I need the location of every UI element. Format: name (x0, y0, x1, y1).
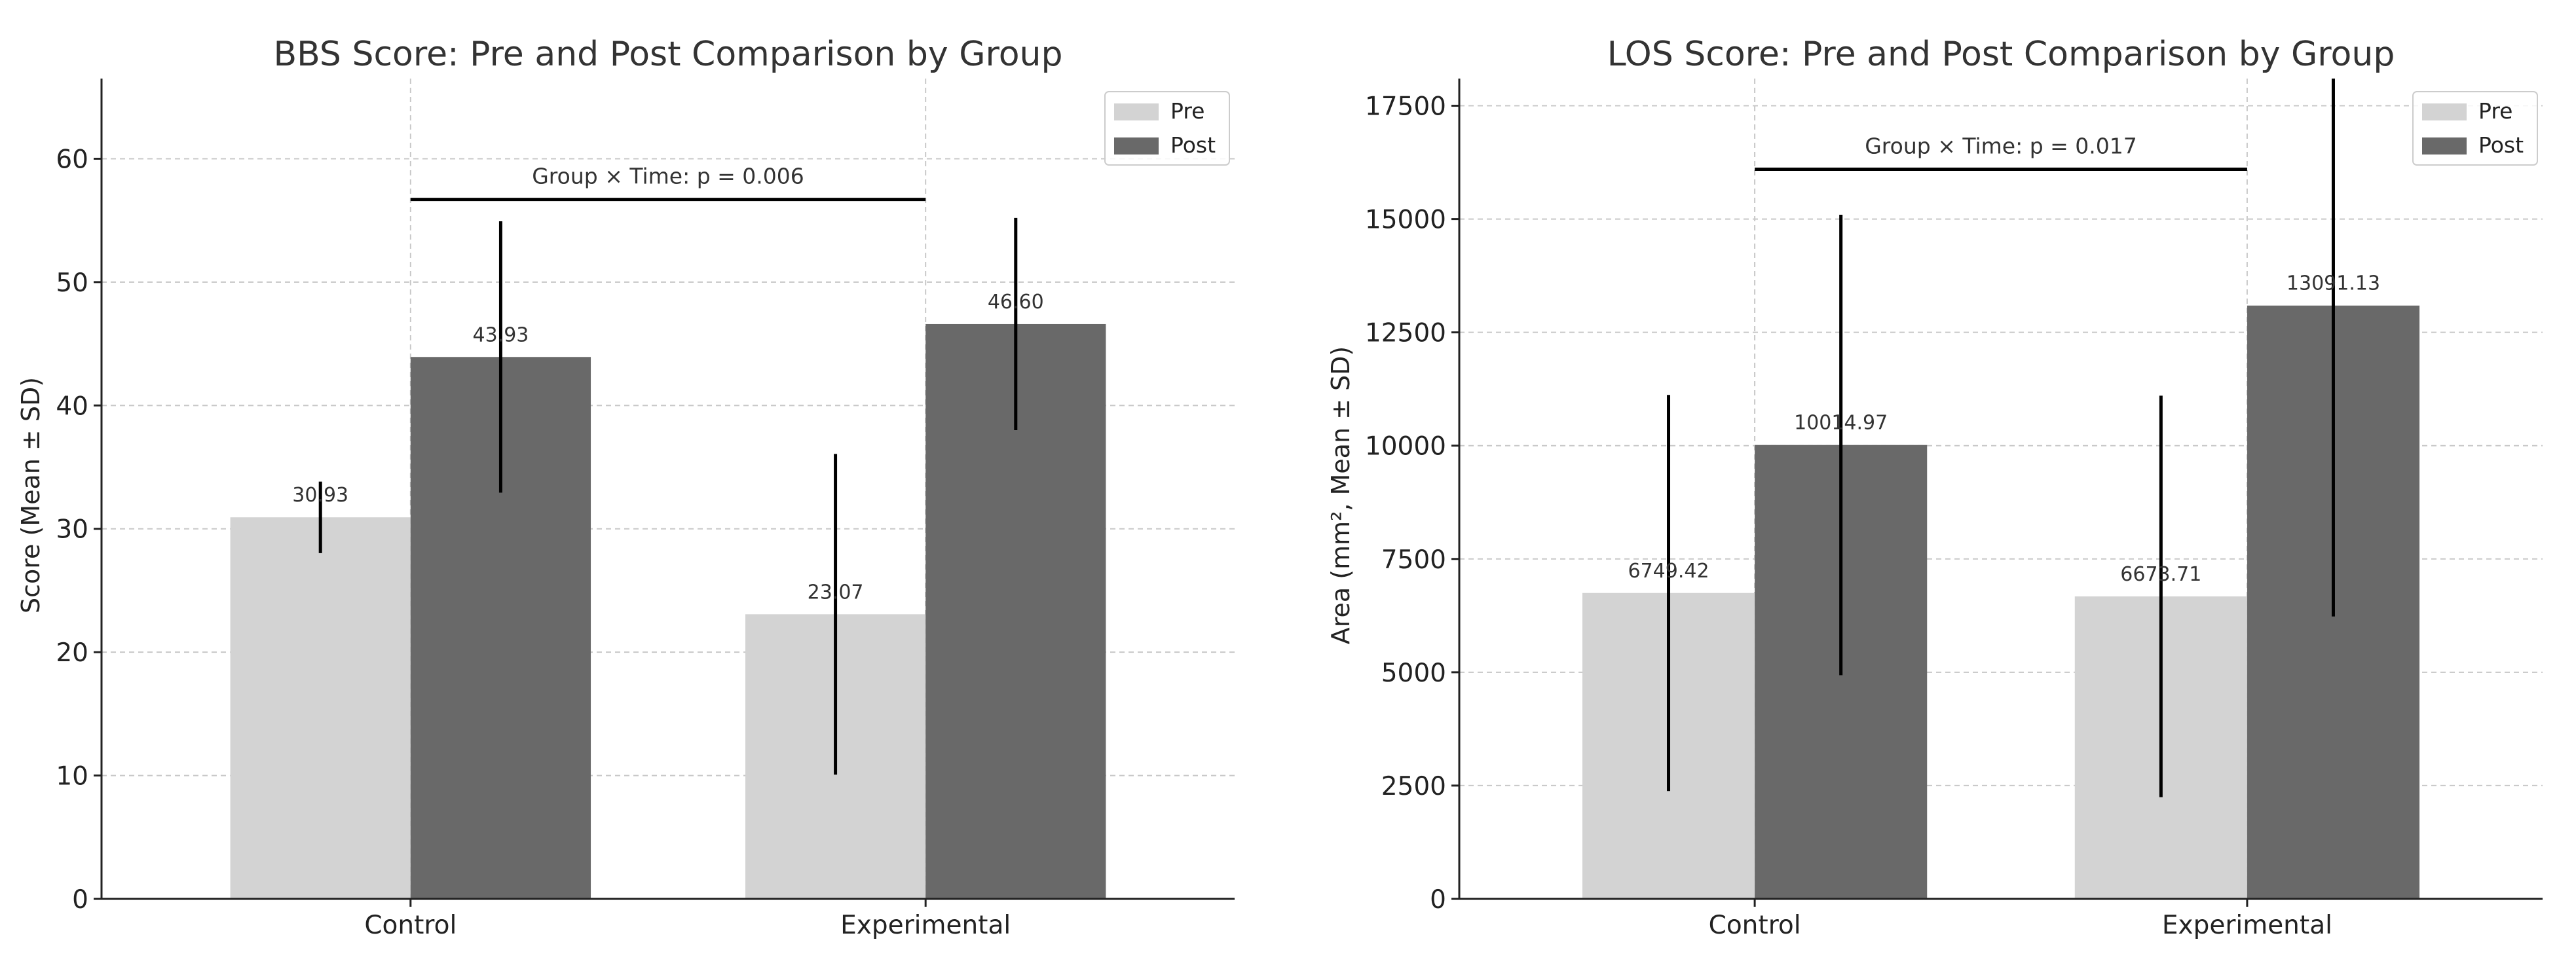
y-tick-label: 0 (72, 885, 88, 915)
data-label: 6749.42 (1628, 560, 1709, 583)
x-tick-label: Experimental (840, 911, 1011, 940)
chart-title: LOS Score: Pre and Post Comparison by Gr… (1607, 35, 2395, 74)
y-tick-label: 5000 (1381, 659, 1446, 688)
legend: Pre Post (1104, 91, 1230, 166)
chart-title: BBS Score: Pre and Post Comparison by Gr… (273, 35, 1062, 74)
chart-panel-2: 6749.42 6673.71 10014.97 13091.13 Group × Ti… (1326, 35, 2543, 940)
data-label: 46.60 (988, 291, 1044, 314)
y-tick-label: 15000 (1365, 206, 1446, 235)
y-tick-label: 60 (56, 145, 88, 174)
y-tick-label: 0 (1430, 885, 1446, 915)
y-tick-label: 7500 (1381, 545, 1446, 575)
legend-swatch-pre (2422, 103, 2467, 120)
legend-swatch-post (1114, 137, 1159, 155)
data-label: 30.93 (292, 484, 348, 507)
y-axis-label: Area (mm², Mean ± SD) (1326, 346, 1355, 645)
y-tick-label: 40 (56, 391, 88, 421)
data-label: 10014.97 (1794, 412, 1888, 435)
data-label: 6673.71 (2120, 563, 2201, 586)
x-tick-label: Experimental (2162, 911, 2332, 940)
y-axis-label: Score (Mean ± SD) (16, 377, 45, 613)
x-tick-label: Control (1709, 911, 1801, 940)
x-tick-label: Control (364, 911, 457, 940)
y-tick-label: 12500 (1365, 319, 1446, 348)
y-tick-label: 17500 (1365, 92, 1446, 122)
y-tick-label: 30 (56, 515, 88, 545)
bar-pre-control (230, 517, 411, 899)
legend-swatch-post (2422, 137, 2467, 155)
significance-label: Group × Time: p = 0.006 (532, 164, 804, 189)
y-tick-label: 50 (56, 268, 88, 298)
legend-label-post: Post (2478, 132, 2524, 158)
legend-label-post: Post (1170, 132, 1216, 158)
chart-panel-1: 30.93 23.07 43.93 46.60 Group × Time: p = 0.… (16, 35, 1235, 940)
y-tick-label: 10 (56, 762, 88, 792)
y-tick-label: 20 (56, 638, 88, 668)
legend: Pre Post (2412, 91, 2538, 166)
significance-label: Group × Time: p = 0.017 (1865, 133, 2137, 158)
y-tick-label: 10000 (1365, 432, 1446, 462)
data-label: 23.07 (808, 581, 864, 604)
data-label: 43.93 (472, 323, 529, 346)
legend-swatch-pre (1114, 103, 1159, 120)
y-tick-label: 2500 (1381, 772, 1446, 801)
data-label: 13091.13 (2287, 272, 2380, 295)
legend-label-pre: Pre (1170, 98, 1204, 124)
legend-label-pre: Pre (2478, 98, 2512, 124)
